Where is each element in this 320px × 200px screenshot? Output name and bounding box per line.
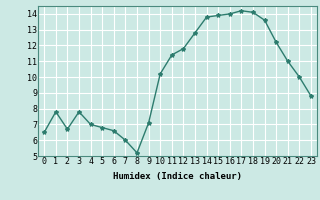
X-axis label: Humidex (Indice chaleur): Humidex (Indice chaleur) [113, 172, 242, 181]
